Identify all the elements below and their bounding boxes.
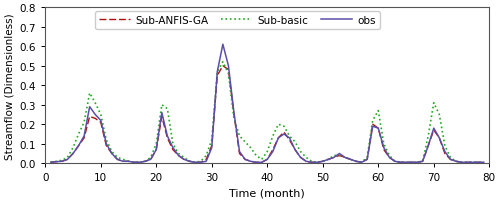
Y-axis label: Streamflow (Dimensionless): Streamflow (Dimensionless) <box>4 13 14 159</box>
Line: Sub-basic: Sub-basic <box>51 62 484 162</box>
Line: obs: obs <box>51 45 484 162</box>
Legend: Sub-ANFIS-GA, Sub-basic, obs: Sub-ANFIS-GA, Sub-basic, obs <box>95 12 380 30</box>
obs <box>480 161 486 164</box>
Sub-ANFIS-GA <box>154 149 160 151</box>
Sub-ANFIS-GA <box>480 161 486 164</box>
Line: Sub-ANFIS-GA: Sub-ANFIS-GA <box>51 66 484 162</box>
Sub-basic <box>370 120 376 122</box>
obs <box>370 125 376 128</box>
obs <box>231 112 237 114</box>
obs <box>220 44 226 46</box>
Sub-ANFIS-GA <box>370 123 376 126</box>
X-axis label: Time (month): Time (month) <box>230 188 305 198</box>
Sub-basic <box>164 108 170 110</box>
obs <box>164 135 170 138</box>
Sub-basic <box>303 156 309 159</box>
Sub-basic <box>48 161 54 164</box>
obs <box>226 65 232 68</box>
Sub-basic <box>154 143 160 145</box>
obs <box>154 149 160 151</box>
Sub-ANFIS-GA <box>231 114 237 116</box>
Sub-ANFIS-GA <box>226 69 232 72</box>
Sub-basic <box>220 61 226 64</box>
Sub-ANFIS-GA <box>220 65 226 68</box>
Sub-ANFIS-GA <box>164 137 170 139</box>
Sub-basic <box>231 118 237 120</box>
Sub-basic <box>226 73 232 75</box>
obs <box>303 160 309 163</box>
obs <box>48 161 54 164</box>
Sub-ANFIS-GA <box>48 161 54 164</box>
Sub-basic <box>480 161 486 164</box>
Sub-ANFIS-GA <box>303 160 309 163</box>
